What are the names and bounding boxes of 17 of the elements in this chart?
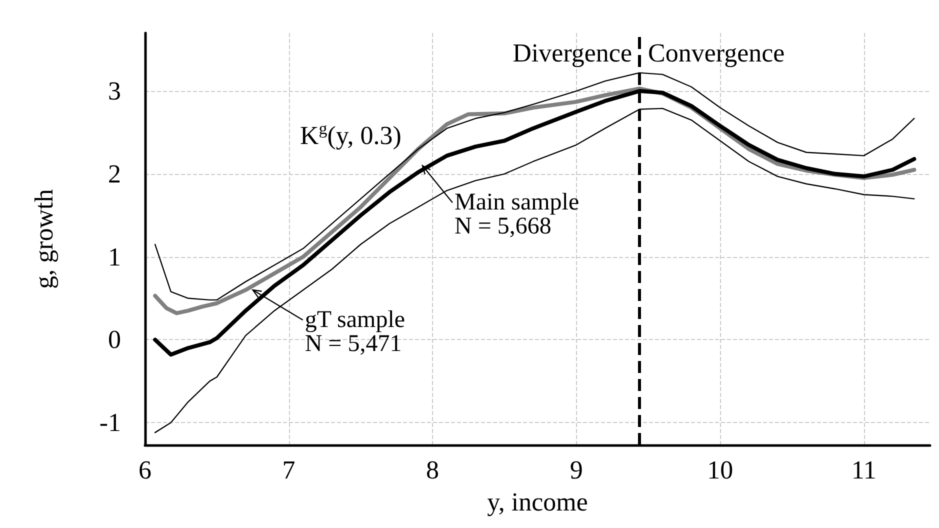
x-tick-label: 6 [138,456,152,484]
y-tick-label: 2 [108,159,121,188]
y-axis-title: g, growth [30,189,58,289]
x-tick-label: 9 [570,456,583,484]
y-tick-label: 3 [108,76,121,106]
annotation: gT sample N = 5,471 [304,306,406,357]
x-tick-label: 11 [851,456,876,484]
x-tick-label: 10 [707,456,734,484]
x-tick-label: 8 [426,456,440,484]
y-tick-label: 0 [108,325,121,354]
y-tick-label: -1 [99,408,121,438]
x-axis-title: y, income [487,488,588,516]
annotation: Convergence [648,38,785,68]
annotation: Divergence [512,38,632,68]
x-tick-label: 7 [282,456,296,484]
annotation: Main sample N = 5,668 [454,190,580,240]
y-tick-label: 1 [108,242,121,272]
